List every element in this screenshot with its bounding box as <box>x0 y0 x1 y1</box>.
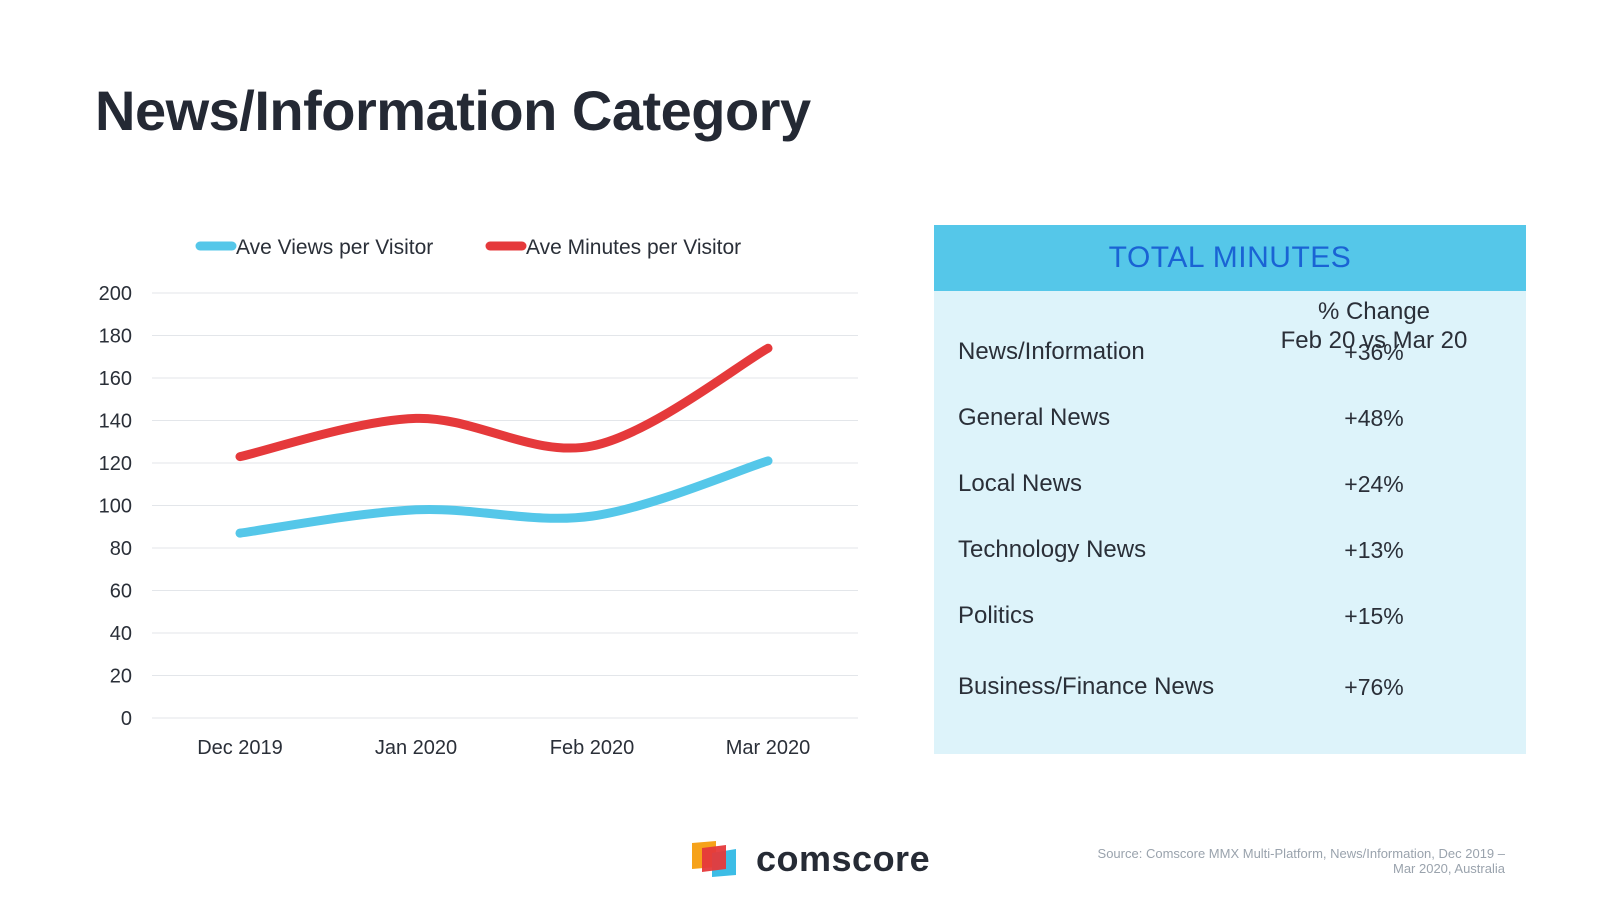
y-tick-label: 100 <box>99 496 132 518</box>
comscore-logo-icon <box>690 839 740 879</box>
x-tick-label: Feb 2020 <box>550 737 635 759</box>
row-value: +48% <box>1344 404 1404 431</box>
source-note: Source: Comscore MMX Multi-Platform, New… <box>985 846 1505 876</box>
column-header-line1: % Change <box>1317 298 1431 325</box>
table-row: General News +48% <box>958 388 1514 448</box>
legend-label: Ave Minutes per Visitor <box>526 236 741 259</box>
row-value: +15% <box>1344 602 1404 629</box>
x-tick-label: Jan 2020 <box>375 737 457 759</box>
table-row: News/Information +36% <box>958 322 1514 382</box>
table-row: Business/Finance News +76% <box>958 657 1514 717</box>
y-tick-label: 120 <box>99 453 132 475</box>
row-value: +36% <box>1344 338 1404 365</box>
y-tick-label: 180 <box>99 326 132 348</box>
row-label: Politics <box>958 602 1035 629</box>
panel-title: TOTAL MINUTES <box>934 225 1526 291</box>
y-tick-label: 140 <box>99 411 132 433</box>
row-label: General News <box>958 404 1111 431</box>
table-row: Local News +24% <box>958 454 1514 514</box>
row-label: Local News <box>958 470 1083 497</box>
source-line1: Source: Comscore MMX Multi-Platform, New… <box>1097 846 1505 861</box>
brand-name: comscore <box>756 838 931 879</box>
source-line2: Mar 2020, Australia <box>1392 861 1505 876</box>
y-tick-label: 160 <box>99 368 132 390</box>
column-header: % Change Feb 20 vs Mar 20 <box>1234 297 1514 355</box>
column-header-line2: Feb 20 vs Mar 20 <box>1280 327 1468 354</box>
row-label: News/Information <box>958 338 1145 365</box>
y-tick-label: 200 <box>99 283 132 305</box>
row-label: Technology News <box>958 536 1147 563</box>
page-title: News/Information Category <box>95 79 811 142</box>
series-line-views <box>235 456 773 538</box>
y-tick-label: 40 <box>110 623 132 645</box>
row-value: +24% <box>1344 470 1404 497</box>
legend-label: Ave Views per Visitor <box>236 236 433 259</box>
row-label: Business/Finance News <box>958 673 1215 700</box>
y-tick-label: 20 <box>110 666 132 688</box>
y-tick-label: 60 <box>110 581 132 603</box>
y-tick-label: 80 <box>110 538 132 560</box>
line-chart: 0 20 40 60 80 100 120 140 160 180 200 Dec 2019 Jan 2… <box>99 236 858 759</box>
x-tick-label: Dec 2019 <box>197 737 283 759</box>
comscore-logo: comscore <box>690 838 930 880</box>
x-tick-label: Mar 2020 <box>726 737 811 759</box>
series-line-minutes <box>235 343 773 462</box>
total-minutes-panel: TOTAL MINUTES % Change Feb 20 vs Mar 20 … <box>934 225 1526 754</box>
y-tick-label: 0 <box>121 708 132 730</box>
row-value: +76% <box>1344 673 1404 700</box>
table-row: Politics +15% <box>958 586 1514 646</box>
row-value: +13% <box>1344 536 1404 563</box>
table-row: Technology News +13% <box>958 520 1514 580</box>
